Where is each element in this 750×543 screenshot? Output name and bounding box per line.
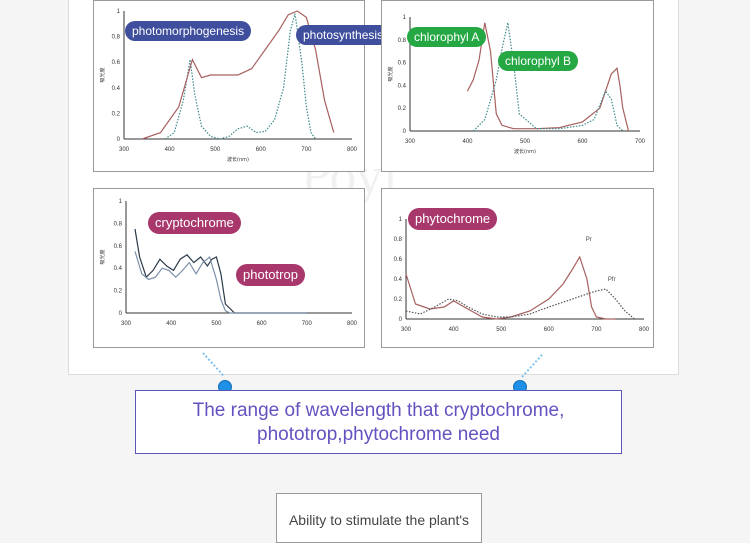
series-label-pfr: Pfr xyxy=(608,277,616,283)
caption-box: The range of wavelength that cryptochrom… xyxy=(135,390,622,454)
x-tick-label: 300 xyxy=(121,321,132,327)
label-phototrop: phototrop xyxy=(236,264,305,286)
y-tick-label: 0.2 xyxy=(398,106,407,112)
y-tick-label: 0.4 xyxy=(112,86,121,92)
series-line-chlorophyl-b xyxy=(472,22,624,132)
y-tick-label: 0.2 xyxy=(112,111,121,117)
x-tick-label: 300 xyxy=(119,147,130,153)
label-photosynthesis: photosynthesis xyxy=(296,25,391,45)
y-axis-label: 吸光度 xyxy=(99,249,106,264)
x-tick-label: 600 xyxy=(257,321,268,327)
series-line-pfr xyxy=(405,288,635,320)
label-phytochrome: phytochrome xyxy=(408,208,498,230)
y-tick-label: 1 xyxy=(403,15,407,21)
series-line-photomorphogenesis xyxy=(164,13,316,140)
label-photomorphogenesis: photomorphogenesis xyxy=(125,21,252,41)
chart-cryptochrome-plot: 300 400 500 600 700 800 0 0.2 0.4 0.6 0.8 1 吸光度 xyxy=(99,199,358,327)
x-tick-label: 400 xyxy=(462,139,473,145)
x-tick-label: 800 xyxy=(347,147,358,153)
x-tick-label: 700 xyxy=(591,327,602,333)
y-tick-label: 0.6 xyxy=(398,61,407,67)
y-tick-label: 0.4 xyxy=(394,277,403,283)
y-tick-label: 0.6 xyxy=(394,257,403,263)
x-tick-label: 400 xyxy=(165,147,176,153)
ability-box: Ability to stimulate the plant's xyxy=(276,493,482,543)
x-tick-label: 500 xyxy=(210,147,221,153)
x-tick-label: 700 xyxy=(302,321,313,327)
y-axis-label: 吸光度 xyxy=(99,67,106,82)
x-tick-label: 600 xyxy=(544,327,555,333)
series-line-chlorophyl-a xyxy=(466,22,630,132)
label-chlorophyl-a: chlorophyl A xyxy=(407,27,487,47)
x-tick-label: 400 xyxy=(449,327,460,333)
y-tick-label: 0.6 xyxy=(114,244,123,250)
y-tick-label: 0.8 xyxy=(394,237,403,243)
x-tick-label: 400 xyxy=(166,321,177,327)
x-tick-label: 600 xyxy=(256,147,267,153)
caption-line-2: phototrop,phytochrome need xyxy=(257,424,500,445)
y-axis-label: 吸光度 xyxy=(387,66,394,81)
y-tick-label: 1 xyxy=(399,217,403,223)
series-line-cryptochrome xyxy=(134,228,307,314)
series-label-pr: Pr xyxy=(586,237,592,243)
label-chlorophyl-b: chlorophyl B xyxy=(498,51,579,71)
x-tick-label: 500 xyxy=(520,139,531,145)
y-tick-label: 0 xyxy=(117,137,121,143)
y-tick-label: 0.2 xyxy=(394,297,403,303)
x-tick-label: 700 xyxy=(301,147,312,153)
y-tick-label: 0.8 xyxy=(398,38,407,44)
y-tick-label: 0 xyxy=(403,129,407,135)
x-axis-label: 波长(nm) xyxy=(227,156,249,163)
chart-chlorophyll: 300 400 500 600 700 0 0.2 0.4 0.6 0.8 1 吸光度波长(nm) xyxy=(381,0,654,172)
x-tick-label: 700 xyxy=(635,139,646,145)
x-tick-label: 600 xyxy=(577,139,588,145)
y-tick-label: 0.4 xyxy=(398,83,407,89)
y-tick-label: 0.2 xyxy=(114,289,123,295)
y-tick-label: 0 xyxy=(399,317,403,323)
x-tick-label: 800 xyxy=(347,321,358,327)
ability-text: Ability to stimulate the plant's xyxy=(288,512,470,528)
x-tick-label: 300 xyxy=(405,139,416,145)
y-tick-label: 0.4 xyxy=(114,266,123,272)
label-cryptochrome: cryptochrome xyxy=(148,212,241,234)
x-axis-label: 波长(nm) xyxy=(514,148,536,155)
y-tick-label: 1 xyxy=(119,199,123,205)
x-tick-label: 500 xyxy=(496,327,507,333)
x-tick-label: 300 xyxy=(401,327,412,333)
y-tick-label: 0.8 xyxy=(112,35,121,41)
caption-line-1: The range of wavelength that cryptochrom… xyxy=(192,400,565,421)
series-line-phototrop xyxy=(134,251,307,314)
y-tick-label: 0 xyxy=(119,311,123,317)
x-tick-label: 800 xyxy=(639,327,650,333)
y-tick-label: 1 xyxy=(117,9,121,15)
chart-photosynthesis-plot: 300 400 500 600 700 800 0 0.2 0.4 0.6 0.8 1 吸光度波长(nm… xyxy=(99,9,358,163)
y-tick-label: 0.8 xyxy=(114,221,123,227)
chart-phytochrome-plot: 300 400 500 600 700 800 0 0.2 0.4 0.6 0.8 1 Pr Pfr xyxy=(394,217,650,333)
y-tick-label: 0.6 xyxy=(112,60,121,66)
x-tick-label: 500 xyxy=(211,321,222,327)
series-line-pr xyxy=(405,255,616,320)
